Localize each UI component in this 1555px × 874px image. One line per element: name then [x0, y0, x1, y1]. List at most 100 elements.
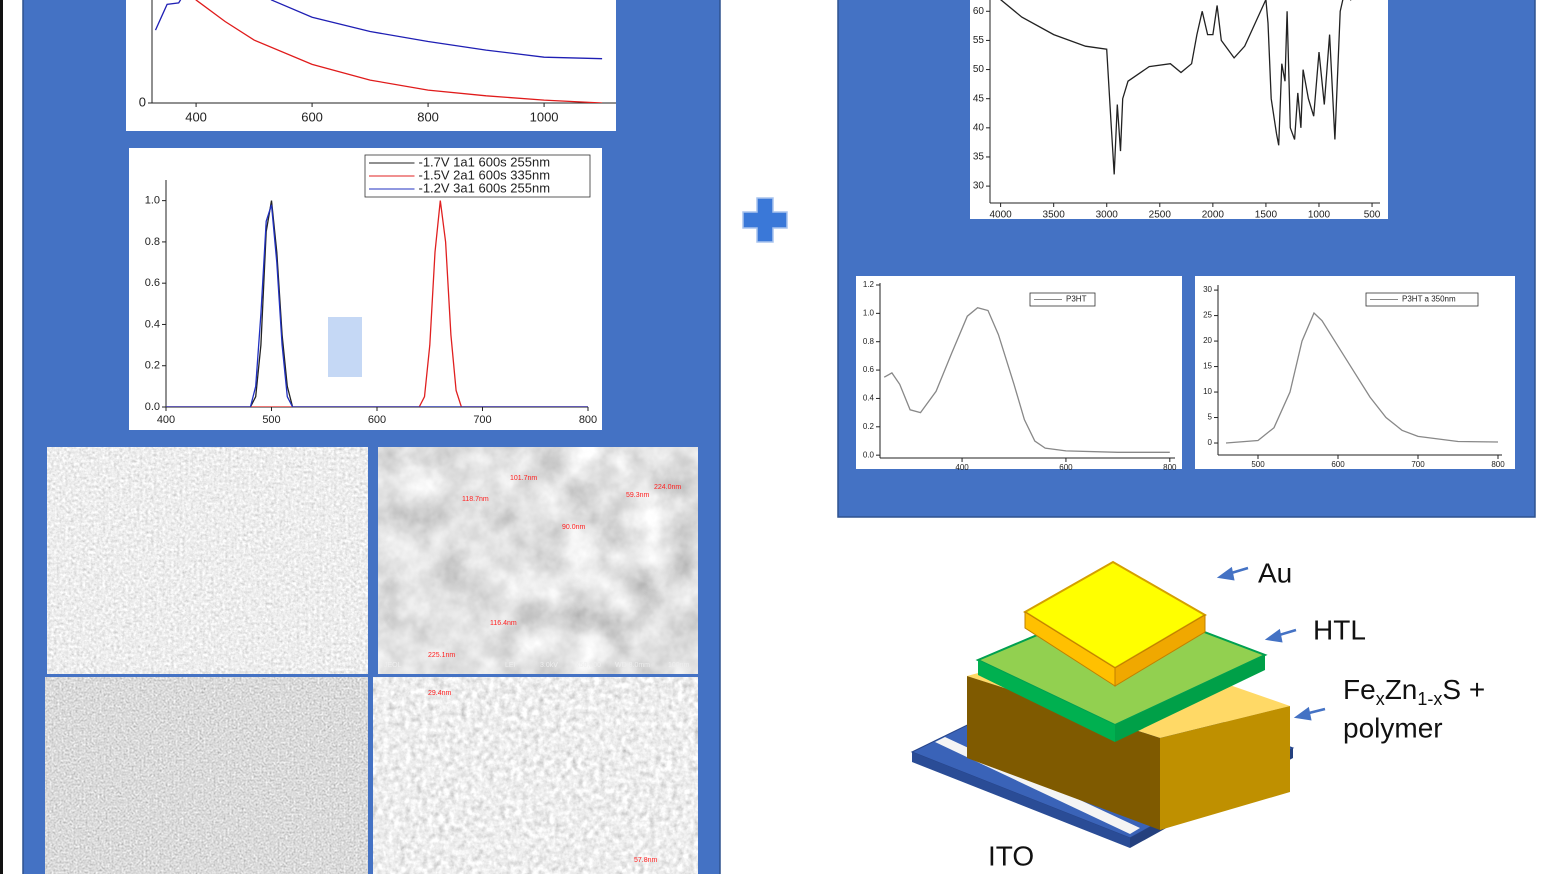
x-tick-label: 400	[185, 109, 207, 124]
arrow-head	[1264, 628, 1283, 643]
data-line	[154, 0, 603, 60]
y-tick-label: 0.6	[145, 277, 160, 289]
y-tick-label: 15	[1203, 362, 1212, 371]
sem-footer: WD 8.0mm	[615, 662, 650, 669]
y-tick-label: 35	[973, 152, 985, 163]
measurement-label: 225.1nm	[428, 652, 455, 659]
arrow-head	[1293, 706, 1312, 721]
text: Zn	[1385, 674, 1418, 705]
legend-box	[1365, 292, 1479, 307]
chart: 4000 3500 3000 2500 2000 1500 1000 500 30 35 40 45 5…	[970, 0, 1388, 221]
data-line	[166, 200, 588, 407]
highlight	[328, 317, 362, 377]
x-tick-label: 500	[1251, 460, 1265, 469]
measurement-label: 90.0nm	[562, 524, 586, 531]
chart: 400 500 600 700 800 0.0 0.2 0.4 0.6 0.8 1.0 -1.7V 1…	[129, 148, 602, 430]
x-tick-label: 800	[417, 109, 439, 124]
sem-image	[378, 447, 698, 674]
x-tick-label: 800	[579, 414, 597, 426]
legend-label: P3HT	[1066, 295, 1087, 304]
y-tick-label: 30	[1203, 285, 1212, 294]
measurement-label: 101.7nm	[510, 475, 537, 482]
y-tick-label: 0.0	[863, 450, 875, 459]
label-htl: HTL	[1313, 614, 1366, 645]
x-tick-label: 4000	[989, 210, 1012, 221]
data-line	[1225, 311, 1499, 444]
sem-footer: X50,000	[575, 662, 601, 669]
label-active: FexZn1-xS +	[1343, 674, 1485, 708]
y-tick-label: 0.2	[145, 360, 160, 372]
y-tick-label: 20	[1203, 336, 1212, 345]
legend-label: -1.7V 1a1 600s 255nm	[419, 154, 551, 169]
legend-label: P3HT a 350nm	[1402, 295, 1456, 304]
data-line	[1000, 0, 1352, 175]
active-side	[1160, 706, 1290, 830]
y-tick-label: 0.8	[863, 337, 875, 346]
x-tick-label: 3000	[1096, 210, 1119, 221]
label-active: polymer	[1343, 712, 1443, 743]
y-tick-label: 5	[1208, 413, 1213, 422]
x-tick-label: 800	[1163, 463, 1177, 472]
chart: 400 600 800 0.0 0.2 0.4 0.6 0.8 1.0 1.2 P3HT	[856, 276, 1182, 472]
chart: 400 600 800 1000 0	[126, 0, 616, 131]
ito-side	[912, 752, 1130, 848]
y-tick-label: 0	[1208, 438, 1213, 447]
chart-background	[856, 276, 1182, 469]
subscript: 1-x	[1417, 689, 1442, 709]
y-tick-label: 30	[973, 181, 985, 192]
x-tick-label: 400	[955, 463, 969, 472]
data-line	[166, 204, 588, 407]
sem-footer: 100nm	[668, 662, 690, 669]
au-side	[1114, 614, 1206, 687]
x-tick-label: 1000	[1308, 210, 1331, 221]
x-tick-label: 2500	[1149, 210, 1172, 221]
y-tick-label: 0.2	[863, 422, 875, 431]
y-tick-label: 40	[973, 122, 985, 133]
data-line	[883, 306, 1170, 453]
y-tick-label: 0.6	[863, 365, 875, 374]
y-tick-label: 0.4	[863, 394, 875, 403]
y-tick-label: 25	[1203, 311, 1212, 320]
x-tick-label: 600	[301, 109, 323, 124]
y-tick-label: 0.8	[145, 236, 160, 248]
device-diagram: Au HTL FexZn1-xS + polymer ITO	[910, 557, 1485, 871]
y-tick-label: 0.0	[145, 401, 160, 413]
sem-footer: 3.0kV	[540, 662, 558, 669]
x-tick-label: 700	[1411, 460, 1425, 469]
x-tick-label: 700	[473, 414, 491, 426]
x-tick-label: 500	[1364, 210, 1381, 221]
measurement-label: 57.8nm	[634, 857, 658, 864]
data-line	[166, 200, 588, 407]
sem-labels: 118.7nm 101.7nm 90.0nm 59.3nm 224.0nm 116.4nm…	[384, 475, 690, 864]
x-tick-label: 400	[157, 414, 175, 426]
label-ito: ITO	[988, 840, 1034, 871]
x-tick-label: 600	[368, 414, 386, 426]
y-tick-label: 0.4	[145, 318, 160, 330]
y-tick-label: 45	[973, 93, 985, 104]
y-tick-label: 1.0	[145, 195, 160, 207]
x-tick-label: 2000	[1202, 210, 1225, 221]
measurement-label: 59.3nm	[626, 492, 650, 499]
htl-side	[978, 660, 1115, 742]
measurement-label: 224.0nm	[654, 484, 681, 491]
chart-background	[126, 0, 616, 131]
x-tick-label: 600	[1059, 463, 1073, 472]
sem-footer: LEI	[505, 662, 516, 669]
y-tick-label: 60	[973, 6, 985, 17]
y-tick-label: 1.0	[863, 308, 875, 317]
text: Fe	[1343, 674, 1376, 705]
x-tick-label: 3500	[1043, 210, 1066, 221]
y-tick-label: 1.2	[863, 280, 875, 289]
x-tick-label: 800	[1491, 460, 1505, 469]
active-front	[967, 676, 1160, 830]
data-line	[195, 0, 603, 103]
legend-box	[1029, 292, 1096, 307]
text: S +	[1442, 674, 1485, 705]
htl-side	[1115, 655, 1265, 742]
sem-image	[45, 677, 368, 874]
y-tick-label: 0	[139, 94, 146, 109]
x-tick-label: 600	[1331, 460, 1345, 469]
sem-footer: JEOL	[384, 662, 402, 669]
